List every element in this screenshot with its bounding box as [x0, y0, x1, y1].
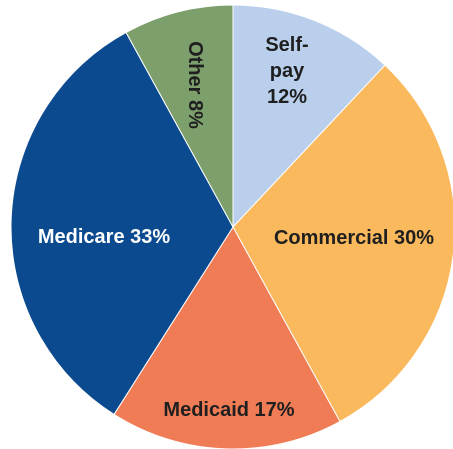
- slice-label-line: 12%: [267, 86, 307, 108]
- slice-label-line: Medicare 33%: [38, 226, 171, 248]
- slice-label-line: Other 8%: [184, 41, 206, 129]
- pie-slice-self-pay: [232, 4, 386, 229]
- slice-label-medicare: Medicare 33%: [38, 226, 171, 248]
- slice-label-self-pay: Self-pay 12%: [265, 34, 308, 108]
- slice-label-commercial: Commercial 30%: [274, 227, 434, 249]
- slice-label-line: pay: [270, 60, 305, 82]
- labels-layer: Self-pay 12% Commercial 30% Medicaid 17% Med…: [38, 34, 434, 421]
- slice-label-line: Medicaid 17%: [163, 399, 294, 421]
- pie-slice-other: [125, 4, 234, 228]
- pie-slice-commercial: [232, 64, 453, 423]
- slice-label-medicaid: Medicaid 17%: [163, 399, 294, 421]
- slice-label-other: Other 8%: [184, 41, 206, 129]
- slices-layer: [10, 4, 453, 449]
- slice-label-line: Commercial 30%: [274, 227, 434, 249]
- pie-slice-medicare: [10, 31, 234, 416]
- slice-label-line: Self-: [265, 34, 308, 56]
